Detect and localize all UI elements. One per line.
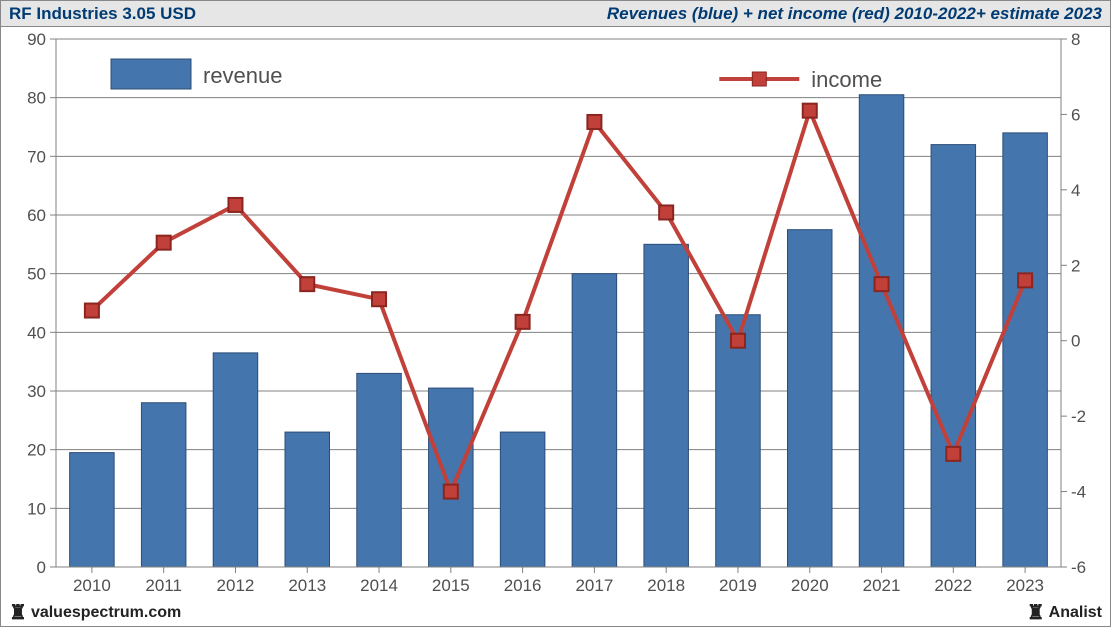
bar-2020 (787, 230, 832, 567)
x-tick-label: 2014 (360, 576, 398, 595)
bar-2015 (429, 388, 474, 567)
income-marker-2019 (731, 334, 745, 348)
income-marker-2020 (803, 104, 817, 118)
bar-2023 (1003, 133, 1048, 567)
footer-left: ♜valuespectrum.com (9, 603, 181, 623)
x-tick-label: 2015 (432, 576, 470, 595)
income-marker-2013 (300, 277, 314, 291)
chart-svg: 0 10 20 30 40 50 60 70 80 90 -6 -4 -2 0 2 4 6 8 2010 2011 20… (1, 27, 1111, 602)
income-marker-2011 (157, 236, 171, 250)
y-right-tick-label: 6 (1071, 105, 1080, 124)
chart-area: 0 10 20 30 40 50 60 70 80 90 -6 -4 -2 0 2 4 6 8 2010 2011 20… (1, 27, 1110, 600)
income-marker-2014 (372, 292, 386, 306)
y-left-tick-label: 50 (27, 265, 46, 284)
income-marker-2022 (946, 447, 960, 461)
y-left-tick-label: 80 (27, 89, 46, 108)
footer-right-text: Analist (1049, 604, 1102, 621)
legend-revenue-swatch (111, 59, 191, 89)
bar-2016 (500, 432, 545, 567)
y-left-tick-label: 60 (27, 206, 46, 225)
x-tick-label: 2013 (288, 576, 326, 595)
income-marker-2018 (659, 205, 673, 219)
y-left-tick-label: 70 (27, 147, 46, 166)
legend-revenue-label: revenue (203, 63, 283, 88)
income-marker-2016 (516, 315, 530, 329)
income-marker-2012 (228, 198, 242, 212)
y-right-tick-label: 2 (1071, 256, 1080, 275)
x-tick-label: 2018 (647, 576, 685, 595)
chart-header: RF Industries 3.05 USD Revenues (blue) +… (1, 1, 1110, 27)
x-tick-label: 2021 (863, 576, 901, 595)
income-marker-2010 (85, 304, 99, 318)
chart-footer: ♜valuespectrum.com ♜Analist (1, 600, 1110, 626)
bar-2013 (285, 432, 330, 567)
legend-income-label: income (811, 67, 882, 92)
y-left-tick-label: 90 (27, 30, 46, 49)
bar-2012 (213, 353, 258, 567)
y-left-tick-label: 10 (27, 499, 46, 518)
rook-icon: ♜ (9, 603, 27, 623)
header-left: RF Industries 3.05 USD (9, 4, 196, 24)
footer-left-text: valuespectrum.com (31, 604, 181, 621)
legend-income-marker (752, 72, 766, 86)
x-tick-label: 2010 (73, 576, 111, 595)
y-right-tick-label: 4 (1071, 181, 1080, 200)
x-tick-label: 2016 (504, 576, 542, 595)
bar-2019 (716, 315, 761, 567)
x-tick-label: 2019 (719, 576, 757, 595)
bar-2017 (572, 274, 617, 567)
income-marker-2021 (875, 277, 889, 291)
chart-card: RF Industries 3.05 USD Revenues (blue) +… (0, 0, 1111, 627)
x-tick-label: 2020 (791, 576, 829, 595)
y-right-tick-label: -4 (1071, 483, 1086, 502)
y-left-tick-label: 40 (27, 323, 46, 342)
bar-2011 (141, 403, 186, 567)
x-tick-label: 2011 (145, 576, 182, 595)
bar-2014 (357, 373, 402, 567)
footer-right: ♜Analist (1027, 603, 1102, 623)
y-left-tick-label: 30 (27, 382, 46, 401)
x-tick-label: 2023 (1006, 576, 1044, 595)
x-tick-label: 2017 (575, 576, 613, 595)
plot-area (56, 39, 1061, 567)
y-right-tick-label: -2 (1071, 407, 1086, 426)
y-right-tick-label: 0 (1071, 332, 1080, 351)
bar-2021 (859, 95, 904, 567)
y-right-tick-label: -6 (1071, 558, 1086, 577)
rook-icon: ♜ (1027, 603, 1045, 623)
income-marker-2023 (1018, 273, 1032, 287)
y-right-tick-label: 8 (1071, 30, 1080, 49)
bar-2018 (644, 244, 689, 567)
x-tick-label: 2022 (934, 576, 972, 595)
bar-2010 (70, 453, 115, 567)
income-marker-2017 (587, 115, 601, 129)
x-tick-label: 2012 (217, 576, 255, 595)
bar-2022 (931, 145, 976, 567)
y-left-tick-label: 20 (27, 441, 46, 460)
header-right: Revenues (blue) + net income (red) 2010-… (607, 4, 1102, 24)
income-marker-2015 (444, 485, 458, 499)
y-left-tick-label: 0 (37, 558, 46, 577)
